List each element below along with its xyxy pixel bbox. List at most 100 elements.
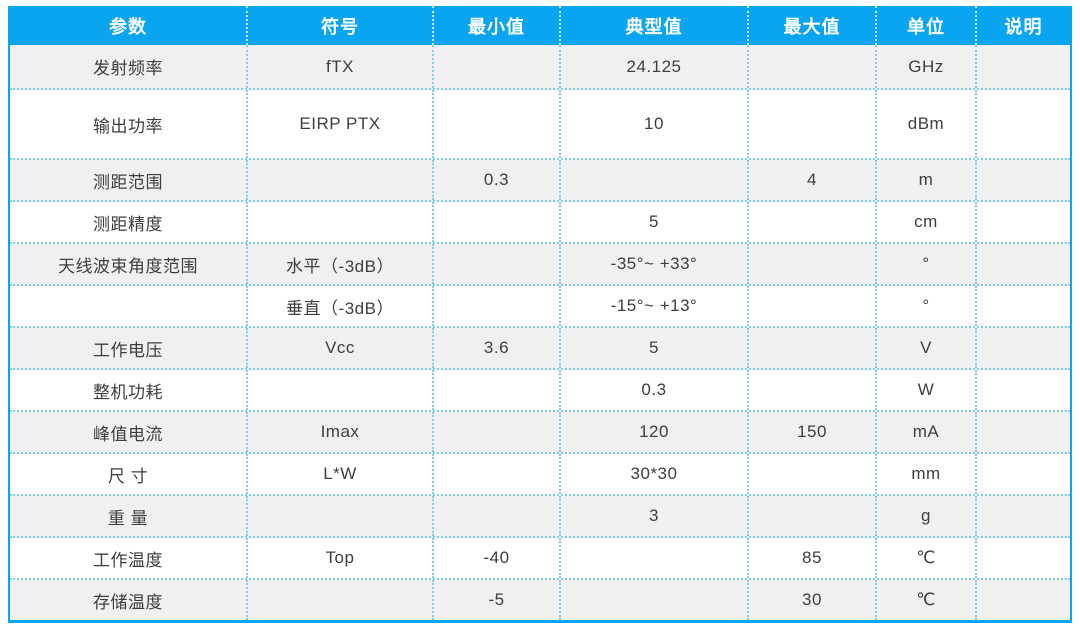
cell-param: 整机功耗 <box>10 370 248 410</box>
cell-note <box>977 412 1070 452</box>
column-header-max: 最大值 <box>749 6 877 45</box>
cell-unit: GHz <box>877 45 977 88</box>
cell-param: 发射频率 <box>10 45 248 88</box>
cell-typ: 5 <box>561 328 749 368</box>
cell-unit: W <box>877 370 977 410</box>
cell-max <box>749 244 877 284</box>
cell-min <box>434 412 561 452</box>
cell-symbol: 水平（-3dB） <box>248 244 434 284</box>
spec-table-header-row: 参数 符号 最小值 典型值 最大值 单位 说明 <box>10 6 1070 45</box>
cell-unit: mA <box>877 412 977 452</box>
cell-unit: mm <box>877 454 977 494</box>
cell-min <box>434 90 561 158</box>
cell-min: -5 <box>434 580 561 620</box>
cell-unit: ° <box>877 244 977 284</box>
cell-note <box>977 45 1070 88</box>
cell-min: 0.3 <box>434 160 561 200</box>
cell-unit: dBm <box>877 90 977 158</box>
cell-note <box>977 370 1070 410</box>
cell-note <box>977 90 1070 158</box>
column-header-unit: 单位 <box>877 6 977 45</box>
cell-param: 存储温度 <box>10 580 248 620</box>
column-header-param: 参数 <box>10 6 248 45</box>
cell-min <box>434 370 561 410</box>
cell-max <box>749 202 877 242</box>
cell-typ <box>561 160 749 200</box>
cell-typ: 3 <box>561 496 749 536</box>
cell-note <box>977 286 1070 326</box>
cell-min: -40 <box>434 538 561 578</box>
cell-unit: ℃ <box>877 580 977 620</box>
cell-symbol <box>248 580 434 620</box>
cell-symbol: Top <box>248 538 434 578</box>
cell-symbol: fTX <box>248 45 434 88</box>
cell-typ: 30*30 <box>561 454 749 494</box>
table-row: 尺 寸 L*W 30*30 mm <box>10 454 1070 496</box>
cell-max <box>749 45 877 88</box>
column-header-min: 最小值 <box>434 6 561 45</box>
cell-min <box>434 286 561 326</box>
cell-param: 测距范围 <box>10 160 248 200</box>
column-header-symbol: 符号 <box>248 6 434 45</box>
cell-typ: -15°~ +13° <box>561 286 749 326</box>
column-header-typ: 典型值 <box>561 6 749 45</box>
cell-note <box>977 538 1070 578</box>
cell-unit: m <box>877 160 977 200</box>
cell-max <box>749 370 877 410</box>
cell-symbol: L*W <box>248 454 434 494</box>
cell-symbol: Imax <box>248 412 434 452</box>
cell-min <box>434 45 561 88</box>
spec-table: 参数 符号 最小值 典型值 最大值 单位 说明 发射频率 fTX 24.125 GHz 输出功率 EI… <box>8 6 1072 623</box>
cell-symbol: 垂直（-3dB） <box>248 286 434 326</box>
cell-symbol: Vcc <box>248 328 434 368</box>
cell-unit: g <box>877 496 977 536</box>
table-row: 输出功率 EIRP PTX 10 dBm <box>10 90 1070 160</box>
cell-max <box>749 286 877 326</box>
cell-param: 测距精度 <box>10 202 248 242</box>
cell-typ: -35°~ +33° <box>561 244 749 284</box>
table-row: 存储温度 -5 30 ℃ <box>10 580 1070 620</box>
cell-min <box>434 496 561 536</box>
cell-param: 峰值电流 <box>10 412 248 452</box>
cell-typ <box>561 538 749 578</box>
cell-max <box>749 328 877 368</box>
cell-param: 天线波束角度范围 <box>10 244 248 284</box>
table-row: 测距范围 0.3 4 m <box>10 160 1070 202</box>
cell-max: 150 <box>749 412 877 452</box>
cell-param: 输出功率 <box>10 90 248 158</box>
cell-max <box>749 496 877 536</box>
cell-max: 30 <box>749 580 877 620</box>
cell-note <box>977 580 1070 620</box>
cell-max: 85 <box>749 538 877 578</box>
cell-param: 工作电压 <box>10 328 248 368</box>
cell-param <box>10 286 248 326</box>
cell-max <box>749 454 877 494</box>
cell-unit: V <box>877 328 977 368</box>
cell-min: 3.6 <box>434 328 561 368</box>
cell-param: 工作温度 <box>10 538 248 578</box>
cell-typ <box>561 580 749 620</box>
cell-symbol: EIRP PTX <box>248 90 434 158</box>
cell-typ: 0.3 <box>561 370 749 410</box>
cell-unit: ℃ <box>877 538 977 578</box>
cell-min <box>434 202 561 242</box>
cell-param: 重 量 <box>10 496 248 536</box>
cell-unit: cm <box>877 202 977 242</box>
table-row: 天线波束角度范围 水平（-3dB） -35°~ +33° ° <box>10 244 1070 286</box>
table-row: 垂直（-3dB） -15°~ +13° ° <box>10 286 1070 328</box>
cell-typ: 24.125 <box>561 45 749 88</box>
cell-note <box>977 244 1070 284</box>
table-row: 工作电压 Vcc 3.6 5 V <box>10 328 1070 370</box>
cell-note <box>977 160 1070 200</box>
table-row: 工作温度 Top -40 85 ℃ <box>10 538 1070 580</box>
cell-symbol <box>248 160 434 200</box>
table-row: 发射频率 fTX 24.125 GHz <box>10 45 1070 90</box>
spec-table-body: 发射频率 fTX 24.125 GHz 输出功率 EIRP PTX 10 dBm 测距范围 0.3… <box>10 45 1070 620</box>
cell-max: 4 <box>749 160 877 200</box>
cell-note <box>977 454 1070 494</box>
cell-min <box>434 454 561 494</box>
cell-symbol <box>248 496 434 536</box>
cell-symbol <box>248 370 434 410</box>
cell-note <box>977 496 1070 536</box>
cell-note <box>977 328 1070 368</box>
